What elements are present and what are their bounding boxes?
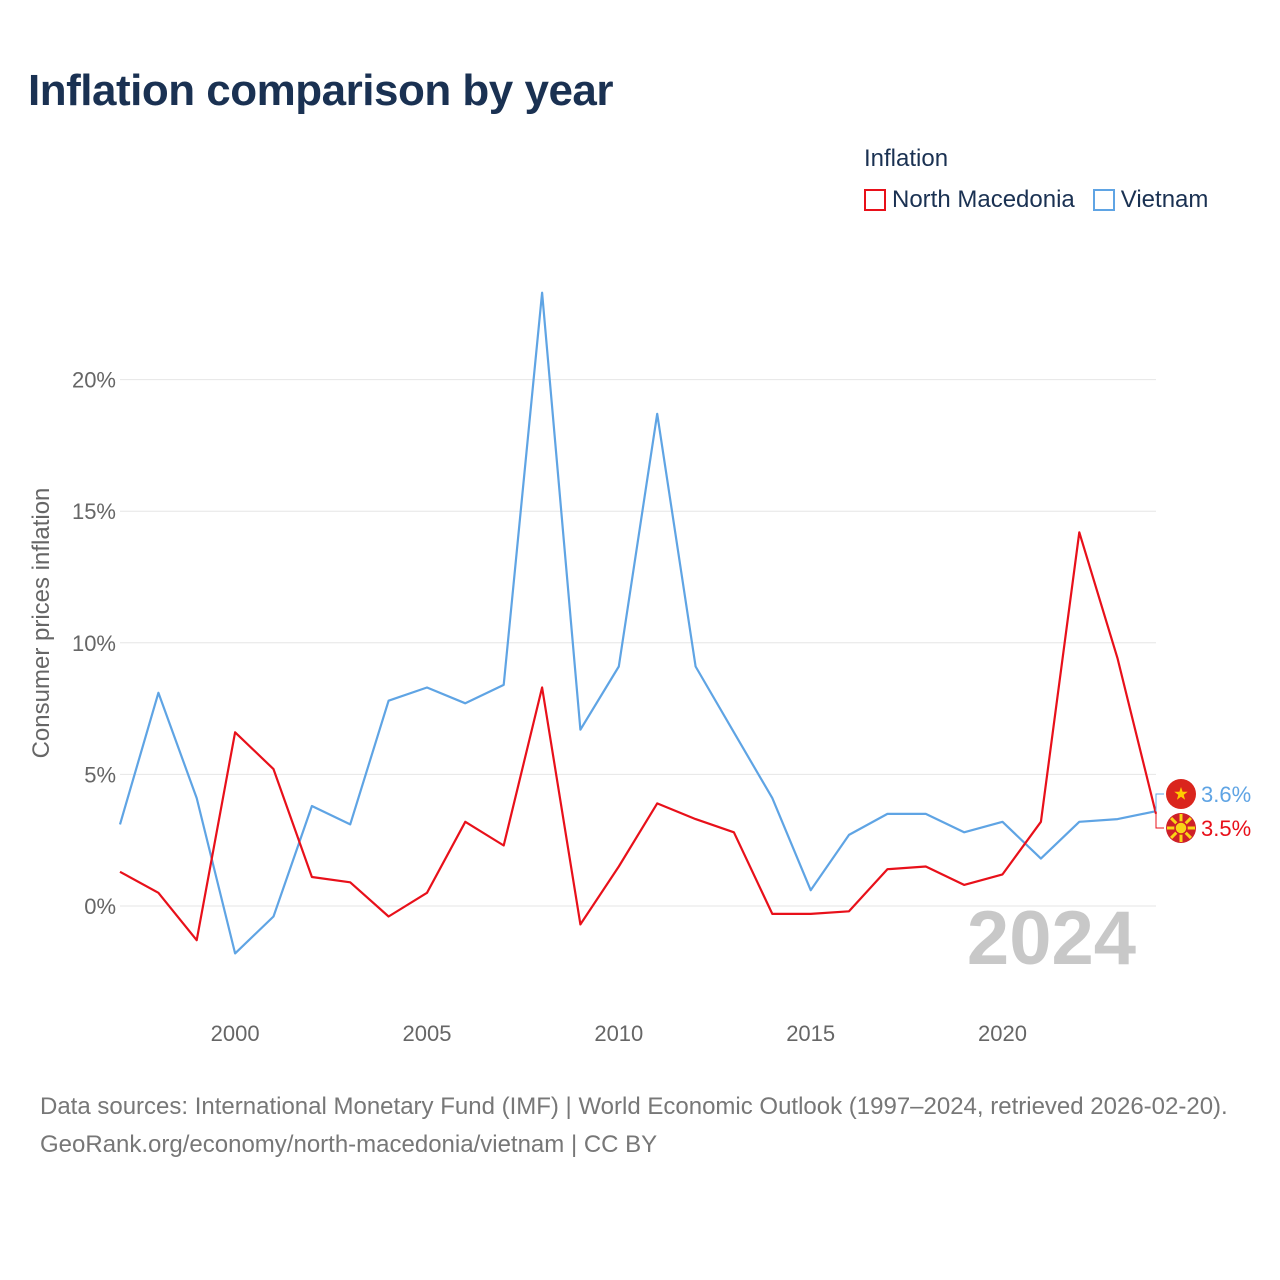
- y-tick-label: 0%: [84, 894, 116, 919]
- credit-note[interactable]: GeoRank.org/economy/north-macedonia/viet…: [40, 1131, 658, 1158]
- footer: Data sources: International Monetary Fun…: [40, 1088, 1250, 1164]
- x-tick-label: 2020: [978, 1021, 1027, 1046]
- end-label-vietnam: 3.6%: [1201, 782, 1251, 807]
- x-tick-label: 2010: [594, 1021, 643, 1046]
- legend-title: Inflation: [864, 145, 949, 172]
- year-watermark: 2024: [967, 896, 1136, 981]
- x-tick-label: 2005: [402, 1021, 451, 1046]
- x-tick-label: 2000: [211, 1021, 260, 1046]
- data-sources-note: Data sources: International Monetary Fun…: [40, 1093, 1228, 1120]
- legend-swatch-north-macedonia: [864, 189, 886, 211]
- chart-title: Inflation comparison by year: [28, 66, 614, 115]
- legend-label-north-macedonia: North Macedonia: [892, 186, 1075, 213]
- vietnam-flag-icon: [1166, 779, 1196, 809]
- series-line-vietnam: [118, 291, 1157, 955]
- legend: North Macedonia Vietnam: [864, 186, 1226, 214]
- end-connector-north-macedonia: [1155, 813, 1164, 829]
- end-connector-vietnam: [1155, 793, 1164, 812]
- end-label-north-macedonia: 3.5%: [1201, 816, 1251, 841]
- legend-swatch-vietnam: [1092, 189, 1115, 211]
- legend-item-north-macedonia[interactable]: North Macedonia: [864, 186, 1075, 214]
- y-tick-label: 15%: [72, 499, 116, 524]
- legend-label-vietnam: Vietnam: [1120, 186, 1209, 213]
- line-chart: 0% 5% 10% 15% 20% 2000 2005 2010 2015 2020 2024 3.6…: [72, 291, 1251, 1046]
- y-tick-label: 20%: [72, 368, 116, 393]
- north-macedonia-flag-icon: [1166, 813, 1196, 843]
- x-tick-label: 2015: [786, 1021, 835, 1046]
- legend-item-vietnam[interactable]: Vietnam: [1092, 186, 1209, 214]
- y-tick-label: 10%: [72, 631, 116, 656]
- series-line-north-macedonia: [119, 531, 1158, 942]
- y-tick-label: 5%: [84, 762, 116, 787]
